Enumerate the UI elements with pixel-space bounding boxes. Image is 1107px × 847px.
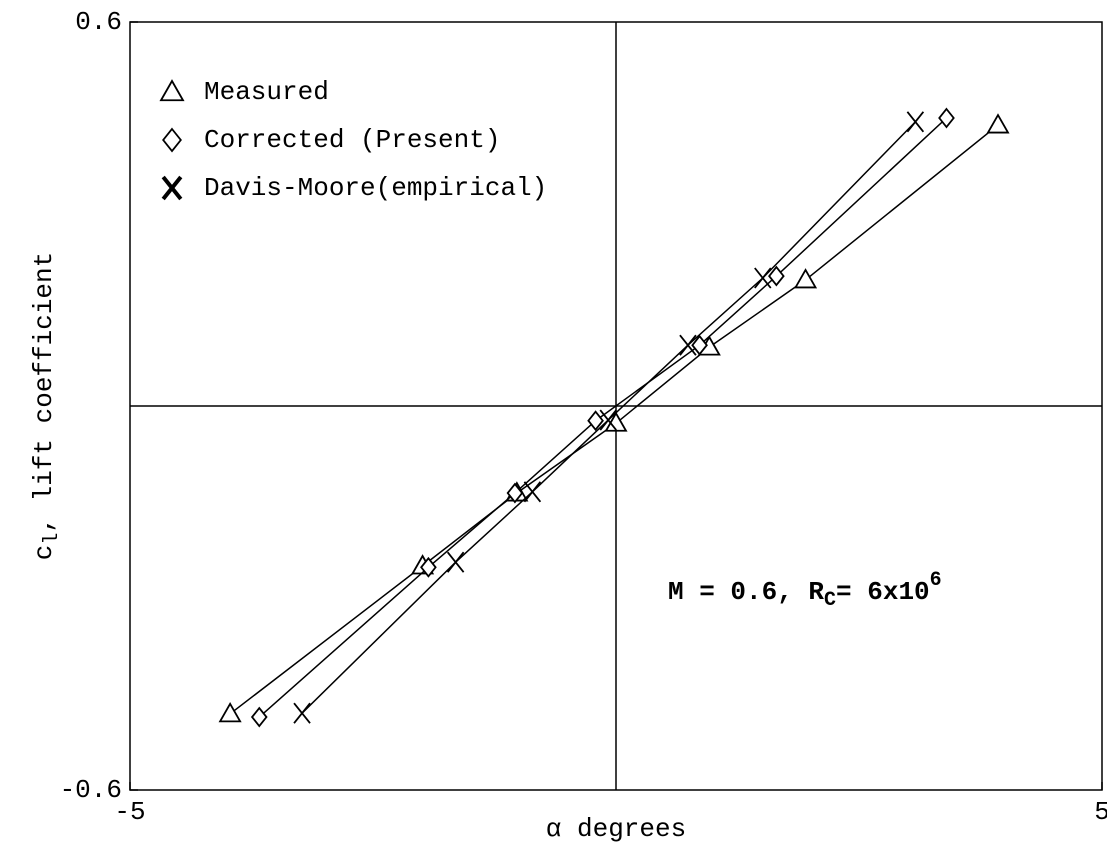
annotation-sup: 6 [930, 569, 942, 592]
annotation-main: M = 0.6, R [668, 577, 824, 607]
x-marker [161, 175, 183, 201]
legend-label: Measured [204, 77, 329, 107]
y-label-main: c [29, 545, 59, 561]
series-line [301, 121, 916, 714]
x-marker [599, 409, 617, 431]
diamond-marker [250, 706, 268, 728]
y-label-rest: , lift coefficient [29, 252, 59, 533]
diamond-marker [420, 556, 437, 578]
series-line [258, 117, 947, 718]
y-tick-label: -0.6 [60, 775, 122, 805]
x-tick-label: 5 [1094, 797, 1107, 827]
x-axis-label: α degrees [546, 814, 686, 844]
y-axis-label: cl, lift coefficient [29, 252, 64, 560]
diamond-marker [691, 334, 708, 356]
annotation: M = 0.6, RC= 6x106 [668, 569, 942, 612]
diamond-marker [768, 265, 785, 287]
x-tick-label: -5 [114, 797, 145, 827]
annotation-sub: C [824, 589, 836, 612]
y-label-sub: l [41, 533, 64, 545]
x-marker [679, 334, 697, 356]
x-marker [754, 267, 772, 289]
triangle-marker [218, 702, 242, 723]
legend-label: Corrected (Present) [204, 125, 500, 155]
y-tick-label: 0.6 [75, 7, 122, 37]
x-marker [906, 111, 925, 133]
triangle-marker [986, 113, 1010, 134]
x-marker [523, 481, 542, 503]
triangle-marker [159, 79, 185, 102]
diamond-marker [587, 410, 604, 432]
diamond-marker [162, 127, 182, 153]
triangle-marker [793, 268, 818, 289]
x-marker [293, 702, 311, 724]
legend-label: Davis-Moore(empirical) [204, 173, 547, 203]
diamond-marker [506, 482, 524, 504]
triangle-marker [604, 411, 628, 432]
x-marker [446, 551, 465, 573]
annotation-mid: = 6x10 [836, 577, 930, 607]
diamond-marker [938, 107, 955, 129]
